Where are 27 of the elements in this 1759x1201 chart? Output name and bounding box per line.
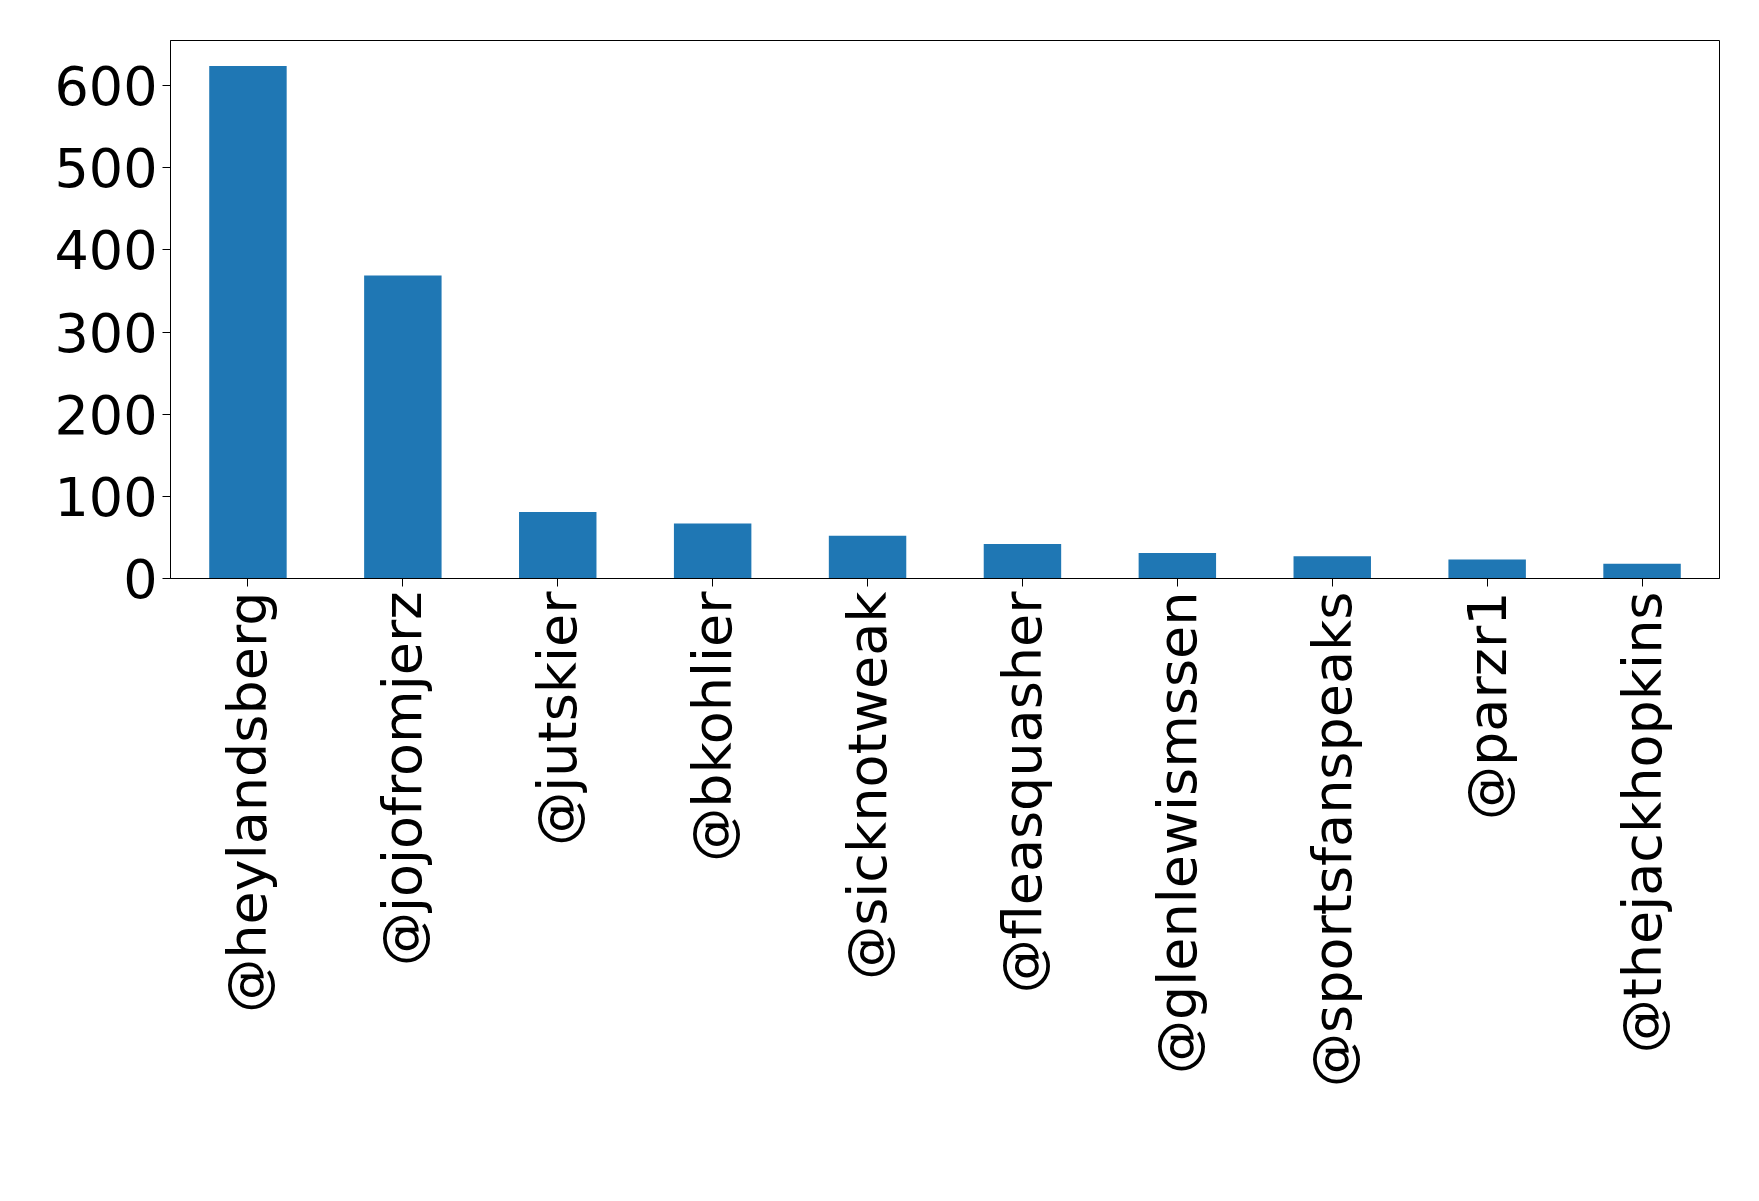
y-tick-label: 0 — [123, 548, 158, 611]
y-tick-label: 200 — [54, 383, 158, 447]
y-tick-label: 100 — [54, 465, 158, 529]
x-tick-label: @sportsfanspeaks — [1300, 591, 1364, 1087]
x-tick-label: @bkohlier — [681, 590, 745, 862]
x-tick-label: @jojofromjerz — [371, 591, 435, 967]
bar — [1448, 559, 1526, 579]
y-tick-label: 500 — [54, 137, 158, 201]
bar — [519, 511, 597, 579]
bar — [364, 275, 442, 579]
x-tick-label: @glenlewismssen — [1145, 591, 1209, 1075]
x-tick-label: @fleasquasher — [990, 590, 1054, 994]
bar — [209, 65, 287, 579]
y-tick-label: 600 — [54, 55, 158, 119]
x-tick-label: @parzr1 — [1455, 591, 1519, 820]
bar — [828, 535, 907, 579]
y-tick-label: 300 — [54, 301, 158, 365]
x-tick-label: @heylandsberg — [216, 591, 280, 1013]
x-tick-label: @thejackhopkins — [1610, 591, 1674, 1054]
bar — [1603, 563, 1681, 579]
bar — [1293, 556, 1371, 579]
x-tick-label: @jutskier — [526, 590, 590, 846]
y-tick-label: 400 — [54, 219, 158, 283]
bar — [983, 544, 1062, 579]
bar — [673, 523, 752, 579]
bar — [1138, 553, 1217, 579]
x-tick-label: @sicknotweak — [836, 590, 900, 980]
